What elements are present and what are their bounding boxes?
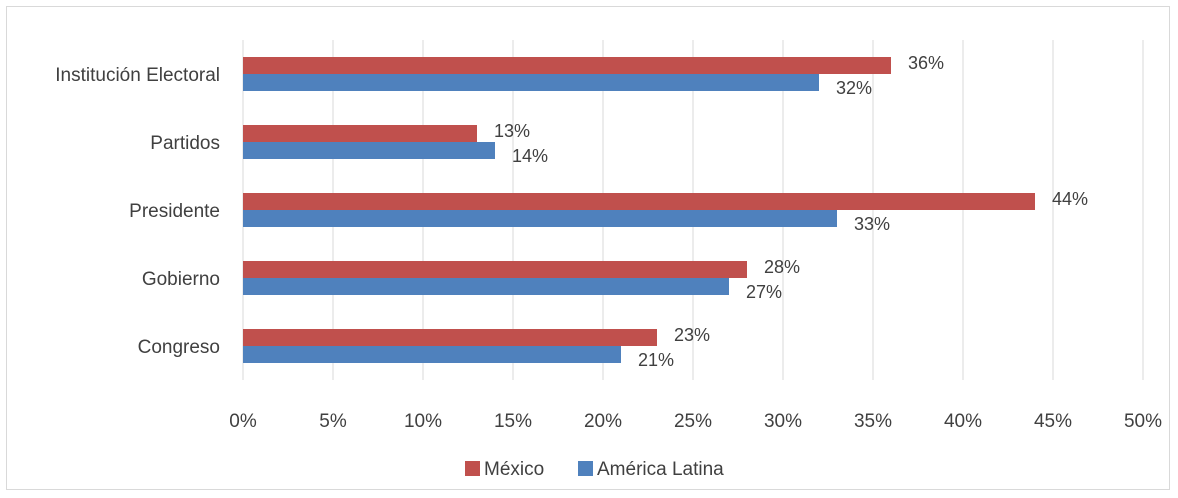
data-label: 13% [494, 121, 530, 141]
legend-swatch [465, 461, 480, 476]
data-label: 27% [746, 282, 782, 302]
bar-america-latina [243, 74, 819, 91]
bar-america-latina [243, 210, 837, 227]
bars [243, 57, 1035, 363]
legend-item-america-latina: América Latina [578, 459, 724, 480]
category-label: Partidos [150, 133, 220, 154]
legend-label: América Latina [597, 459, 724, 480]
x-tick-label: 45% [1034, 411, 1072, 432]
x-tick-label: 35% [854, 411, 892, 432]
x-tick-label: 30% [764, 411, 802, 432]
x-tick-label: 20% [584, 411, 622, 432]
bar-mexico [243, 329, 657, 346]
bar-mexico [243, 57, 891, 74]
data-labels: 36% 32% 13% 14% 44% 33% 28% 27% 23%21% [494, 53, 1088, 370]
legend: México América Latina [465, 459, 724, 480]
data-label: 32% [836, 78, 872, 98]
category-label: Congreso [138, 337, 220, 358]
x-tick-label: 5% [319, 411, 347, 432]
data-label: 14% [512, 146, 548, 166]
data-label: 44% [1052, 189, 1088, 209]
category-labels: Institución Electoral Partidos Presidente G… [55, 65, 220, 358]
data-label: 33% [854, 214, 890, 234]
data-label: 21% [638, 350, 674, 370]
x-tick-label: 0% [229, 411, 257, 432]
legend-item-mexico: México [465, 459, 544, 480]
bar-mexico [243, 193, 1035, 210]
bar-america-latina [243, 278, 729, 295]
data-label: 28% [764, 257, 800, 277]
legend-label: México [484, 459, 544, 480]
category-label: Gobierno [142, 269, 220, 290]
category-label: Institución Electoral [55, 65, 220, 86]
x-tick-label: 15% [494, 411, 532, 432]
bar-america-latina [243, 142, 495, 159]
x-tick-label: 40% [944, 411, 982, 432]
x-tick-label: 10% [404, 411, 442, 432]
x-tick-label: 25% [674, 411, 712, 432]
data-label: 23% [674, 325, 710, 345]
legend-swatch [578, 461, 593, 476]
bar-america-latina [243, 346, 621, 363]
bar-mexico [243, 261, 747, 278]
x-tick-labels: 0% 5% 10% 15% 20% 25% 30% 35% 40% 45% 50% [229, 411, 1162, 432]
data-label: 36% [908, 53, 944, 73]
category-label: Presidente [129, 201, 220, 222]
bar-mexico [243, 125, 477, 142]
x-tick-label: 50% [1124, 411, 1162, 432]
